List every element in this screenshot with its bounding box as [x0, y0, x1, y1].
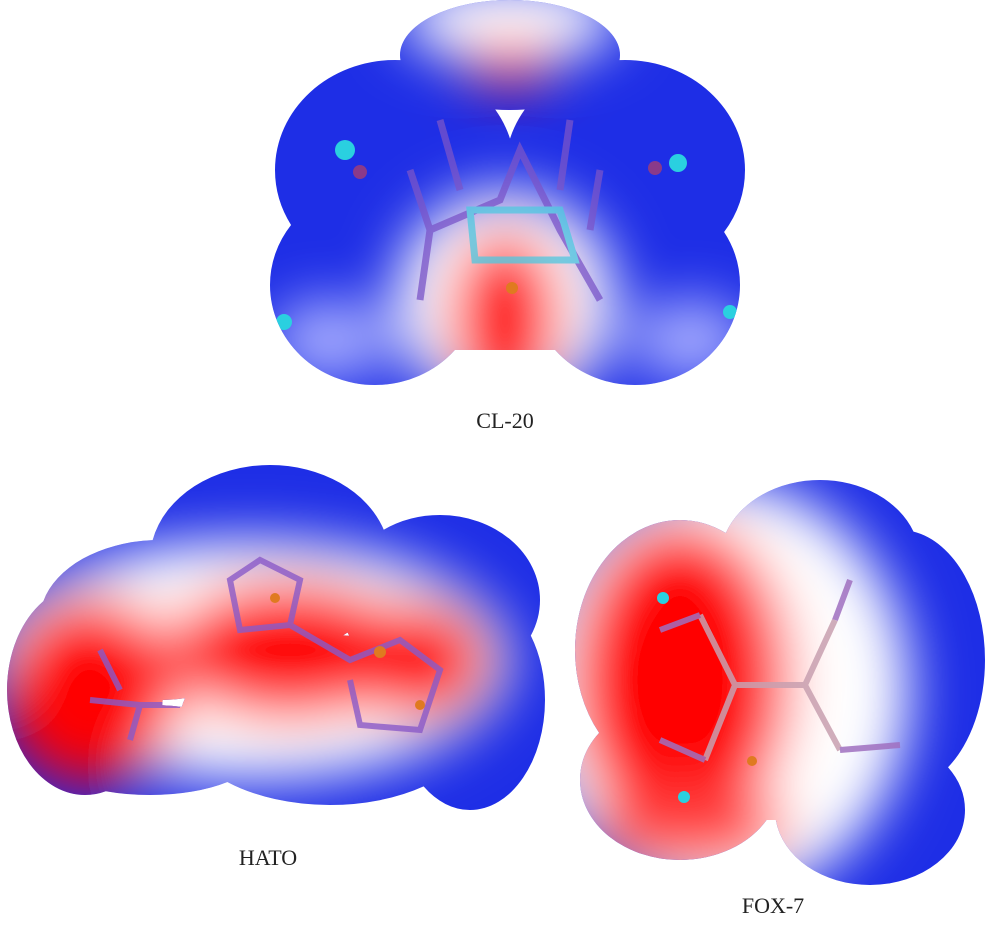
fox7-surface — [530, 470, 988, 900]
figure: CL-20 HATO FOX-7 — [0, 0, 988, 936]
label-fox7: FOX-7 — [742, 893, 804, 918]
label-hato: HATO — [239, 845, 297, 870]
cl20-surface — [260, 0, 760, 410]
label-cl20: CL-20 — [476, 408, 533, 433]
hato-surface — [0, 460, 560, 820]
